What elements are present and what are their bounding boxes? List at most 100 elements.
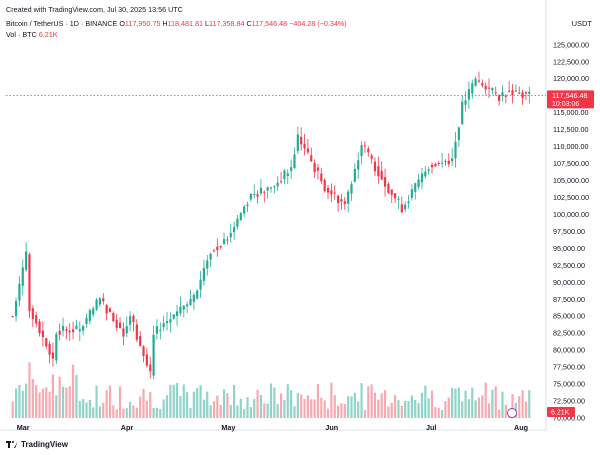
volume-bar xyxy=(98,406,102,418)
volume-bar xyxy=(461,401,464,418)
volume-bar xyxy=(420,392,424,418)
candle-body xyxy=(320,173,323,182)
price-tick-label: 92,500.00 xyxy=(553,261,585,270)
candle-body xyxy=(78,329,81,332)
candle-body xyxy=(316,167,320,171)
volume-bar xyxy=(61,386,65,418)
price-tick-label: 87,500.00 xyxy=(553,295,585,304)
volume-bar xyxy=(477,397,481,418)
price-tick-label: 75,000.00 xyxy=(553,380,585,389)
candle-body xyxy=(118,322,122,328)
volume-bar xyxy=(323,400,326,418)
volume-bar xyxy=(118,386,122,418)
volume-bar xyxy=(498,409,501,418)
candle-body xyxy=(494,92,497,94)
volume-bar xyxy=(451,387,454,418)
candle-body xyxy=(182,305,185,310)
candle-body xyxy=(300,136,303,145)
volume-bar xyxy=(129,401,132,418)
candle-body xyxy=(353,168,356,182)
volume-bar xyxy=(65,387,68,418)
volume-bar xyxy=(112,405,115,418)
volume-bar xyxy=(216,395,219,418)
volume-bar xyxy=(487,403,491,418)
volume-bar xyxy=(424,385,427,418)
created-caption: Created with TradingView.com, Jul 30, 20… xyxy=(6,5,183,14)
high-value: 118,481.81 xyxy=(167,19,204,28)
candle-body xyxy=(451,158,454,162)
volume-bar xyxy=(71,364,75,418)
volume-bar xyxy=(296,392,299,418)
volume-bar xyxy=(430,390,434,418)
volume-bar xyxy=(353,392,356,418)
candle-body xyxy=(373,161,377,172)
price-tick-label: 110,000.00 xyxy=(553,142,588,151)
candle-body xyxy=(481,83,484,86)
volume-bar xyxy=(279,393,283,418)
candle-body xyxy=(55,333,58,361)
candle-body xyxy=(524,92,528,94)
candle-body xyxy=(65,329,68,331)
volume-bar xyxy=(159,409,162,418)
candle-body xyxy=(290,167,293,171)
candle-body xyxy=(142,346,145,356)
tradingview-branding: TradingView xyxy=(6,440,68,449)
tradingview-brand: TradingView xyxy=(21,440,68,449)
volume-bar xyxy=(256,389,259,418)
candle-body xyxy=(229,232,232,238)
last-price-label: 117,546.48 xyxy=(552,91,587,100)
volume-bar xyxy=(400,405,403,418)
price-tick-label: 77,500.00 xyxy=(553,363,585,372)
volume-bar xyxy=(236,405,239,418)
volume-bar xyxy=(316,384,320,418)
volume-bar xyxy=(239,398,242,418)
volume-bar xyxy=(340,403,343,418)
volume-badge-label: 6.21K xyxy=(551,410,570,417)
candle-body xyxy=(276,182,279,187)
volume-bar xyxy=(269,383,273,418)
candle-body xyxy=(266,187,269,191)
candle-body xyxy=(85,317,88,325)
candle-body xyxy=(394,193,397,199)
candle-body xyxy=(253,194,256,196)
volume-bar xyxy=(293,406,296,418)
volume-bar xyxy=(397,400,400,418)
candle-body xyxy=(239,213,242,220)
candle-body xyxy=(25,251,28,270)
volume-bar xyxy=(108,385,112,418)
volume-bar xyxy=(407,401,410,418)
volume-bar xyxy=(179,396,182,418)
candle-body xyxy=(498,95,501,101)
candle-body xyxy=(363,145,367,147)
volume-bar xyxy=(380,393,383,418)
candle-body xyxy=(115,319,118,328)
candle-body xyxy=(504,95,507,97)
candle-body xyxy=(360,145,363,157)
volume-bar xyxy=(175,382,179,418)
candle-body xyxy=(514,90,517,92)
candle-body xyxy=(367,148,370,153)
candle-body xyxy=(236,218,239,227)
countdown-label: 10:03:06 xyxy=(552,101,579,108)
time-tick-label: May xyxy=(221,423,235,432)
volume-bar xyxy=(494,386,497,418)
candle-body xyxy=(333,192,336,194)
quote-currency: USDT xyxy=(571,19,592,28)
volume-bar xyxy=(139,396,142,418)
candle-body xyxy=(263,191,266,193)
candle-body xyxy=(206,260,209,269)
volume-bar xyxy=(387,406,390,418)
candle-body xyxy=(243,206,246,214)
volume-bar xyxy=(357,401,360,418)
candle-body xyxy=(129,316,132,325)
volume-bar xyxy=(102,402,105,418)
price-tick-label: 95,000.00 xyxy=(553,244,585,253)
candle-body xyxy=(414,183,417,192)
candle-body xyxy=(427,169,430,171)
candle-body xyxy=(92,308,95,315)
volume-bar xyxy=(501,391,504,418)
tradingview-logo-icon xyxy=(6,441,18,448)
volume-bar xyxy=(92,407,95,418)
volume-bar xyxy=(249,407,252,418)
